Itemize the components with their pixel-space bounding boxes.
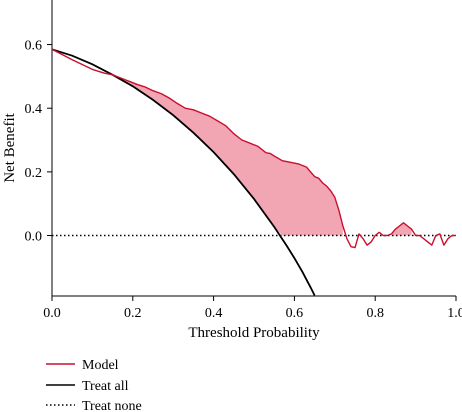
legend-item-treat-all: Treat all: [46, 379, 129, 394]
y-ticks: 0.0 0.2 0.4 0.6: [25, 39, 52, 245]
legend-label-treat-all: Treat all: [82, 379, 129, 394]
x-ticks: 0.0 0.2 0.4 0.6 0.8 1.0: [43, 296, 462, 321]
y-tick-label: 0.0: [25, 230, 43, 245]
x-tick-label: 0.8: [366, 306, 384, 321]
x-tick-label: 0.6: [286, 306, 304, 321]
x-axis-label: Threshold Probability: [188, 325, 320, 341]
net-benefit-area: [120, 78, 440, 236]
legend-label-treat-none: Treat none: [82, 399, 142, 412]
legend-item-treat-none: Treat none: [46, 399, 142, 412]
x-tick-label: 0.0: [43, 306, 61, 321]
legend: Model Treat all Treat none: [46, 358, 142, 412]
y-tick-label: 0.2: [25, 166, 43, 181]
y-axis-label: Net Benefit: [2, 112, 18, 182]
x-tick-label: 0.2: [124, 306, 142, 321]
legend-label-model: Model: [82, 358, 119, 373]
series-line-model: [52, 48, 456, 249]
x-tick-label: 1.0: [447, 306, 462, 321]
legend-item-model: Model: [46, 358, 119, 373]
y-tick-label: 0.4: [25, 102, 43, 117]
series-line-treat-all: [52, 48, 316, 296]
x-tick-label: 0.4: [205, 306, 223, 321]
y-tick-label: 0.6: [25, 39, 43, 54]
